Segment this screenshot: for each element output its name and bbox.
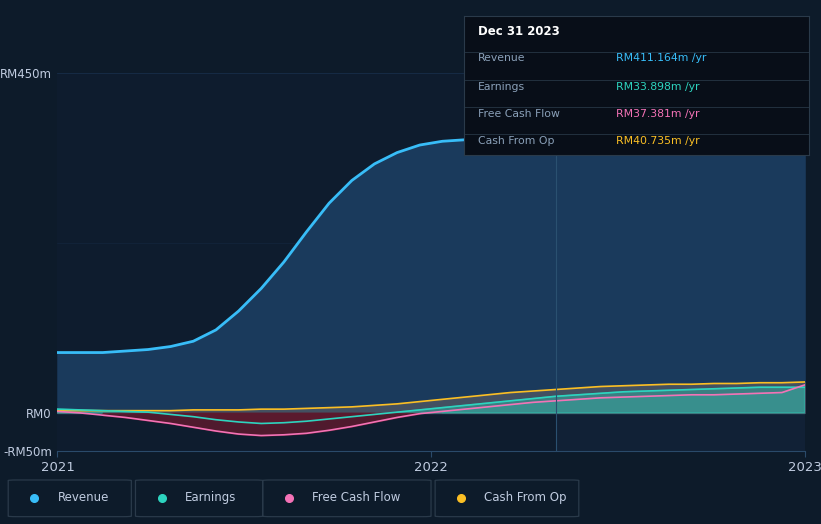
Text: RM411.164m /yr: RM411.164m /yr [616,53,706,63]
Text: Cash From Op: Cash From Op [484,492,566,504]
Bar [556,73,805,451]
Text: Earnings: Earnings [478,82,525,92]
Text: Dec 31 2023: Dec 31 2023 [478,26,559,38]
Text: Free Cash Flow: Free Cash Flow [478,109,560,119]
Text: Cash From Op: Cash From Op [478,136,554,146]
Text: RM33.898m /yr: RM33.898m /yr [616,82,699,92]
Text: RM37.381m /yr: RM37.381m /yr [616,109,699,119]
Text: Earnings: Earnings [185,492,236,504]
Text: Free Cash Flow: Free Cash Flow [312,492,401,504]
Text: Past: Past [768,81,793,94]
Text: Revenue: Revenue [57,492,109,504]
Text: RM40.735m /yr: RM40.735m /yr [616,136,699,146]
Text: Revenue: Revenue [478,53,525,63]
